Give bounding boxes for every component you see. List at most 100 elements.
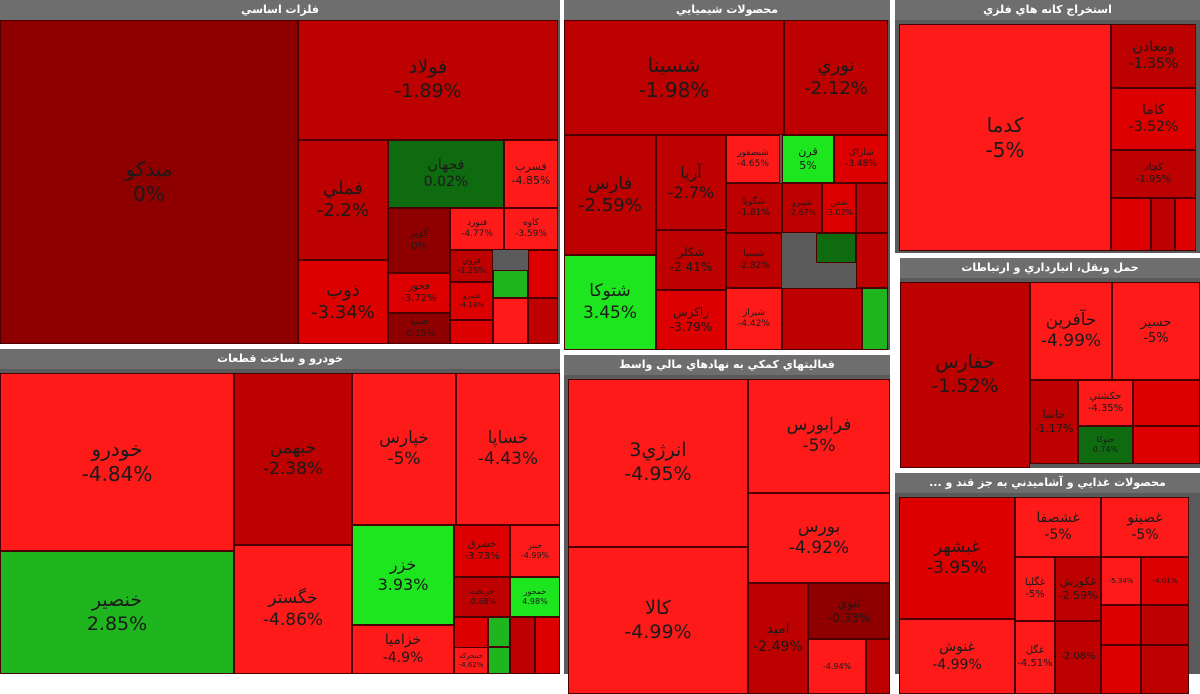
stock-tile[interactable]: کدما -5% <box>899 24 1111 251</box>
stock-tile[interactable]: غصينو -5% <box>1101 497 1189 557</box>
stock-tile[interactable]: خگستر -4.86% <box>234 545 352 674</box>
stock-tile[interactable]: نوري -2.12% <box>784 20 888 135</box>
stock-tile[interactable]: فروي -1.25% <box>450 250 493 282</box>
stock-tile[interactable]: فسپا -0.15% <box>388 313 450 344</box>
stock-change: -3.02% <box>824 208 854 217</box>
stock-tile[interactable]: غگل -4.51% <box>1015 621 1055 694</box>
stock-tile[interactable]: شگويا -1.81% <box>726 183 782 233</box>
stock-tile[interactable]: غبشهر -3.95% <box>899 497 1015 619</box>
stock-tile[interactable] <box>1101 605 1141 645</box>
stock-tile[interactable]: بورس -4.92% <box>748 493 890 583</box>
stock-tile[interactable]: شاراک -3.48% <box>834 135 888 183</box>
stock-tile[interactable]: اميد -2.49% <box>748 583 808 694</box>
stock-symbol: فارس <box>587 172 633 194</box>
stock-change: -4.86% <box>262 609 324 630</box>
stock-tile[interactable] <box>528 250 558 298</box>
stock-tile[interactable]: انرژي3 -4.95% <box>568 379 748 547</box>
stock-tile[interactable]: خمحور 4.98% <box>510 577 560 617</box>
stock-tile[interactable]: -5.34% <box>1101 557 1141 605</box>
stock-tile[interactable]: ميدکو 0% <box>0 20 298 344</box>
stock-tile[interactable]: فارس -2.59% <box>564 135 656 255</box>
stock-tile[interactable]: فسرو -4.18% <box>450 282 493 320</box>
stock-tile[interactable]: راکرس -3.79% <box>656 290 726 350</box>
stock-change: -4.35% <box>1087 403 1124 414</box>
stock-tile[interactable]: خزاميا -4.9% <box>352 625 454 674</box>
stock-tile[interactable] <box>493 270 528 298</box>
stock-tile[interactable]: غشصفا -5% <box>1015 497 1101 557</box>
stock-tile[interactable]: خبهمن -2.38% <box>234 373 352 545</box>
stock-tile[interactable] <box>1175 198 1196 251</box>
stock-tile[interactable]: شفن -3.02% <box>822 183 856 233</box>
stock-tile[interactable]: کالا -4.99% <box>568 547 748 694</box>
stock-tile[interactable]: کچاد -1.95% <box>1111 150 1196 198</box>
stock-tile[interactable]: -4.94% <box>808 639 866 694</box>
stock-change: -5% <box>1025 589 1045 600</box>
stock-tile[interactable]: خشرق -3.73% <box>454 525 510 577</box>
stock-tile[interactable]: شسپا -2.82% <box>726 233 782 288</box>
stock-tile[interactable]: حسير -5% <box>1112 282 1200 380</box>
stock-tile[interactable]: شيراز -4.42% <box>726 288 782 350</box>
stock-tile[interactable]: فسرب -4.85% <box>504 140 558 208</box>
stock-tile[interactable]: آريا -2.7% <box>656 135 726 230</box>
stock-symbol: غگل <box>1025 645 1045 656</box>
stock-tile[interactable] <box>856 233 888 288</box>
stock-tile[interactable] <box>1111 198 1151 251</box>
stock-tile[interactable] <box>862 288 888 350</box>
stock-tile[interactable] <box>816 233 856 263</box>
stock-tile[interactable]: فنورد -4.77% <box>450 208 504 250</box>
stock-tile[interactable] <box>1101 645 1141 694</box>
stock-tile[interactable]: حکشتي -4.35% <box>1078 380 1133 426</box>
stock-tile[interactable]: خنصير 2.85% <box>0 551 234 674</box>
stock-tile[interactable]: شکلر -2.41% <box>656 230 726 290</box>
stock-tile[interactable]: حفارس -1.52% <box>900 282 1030 468</box>
stock-tile[interactable]: شسينا -1.98% <box>564 20 784 135</box>
stock-tile[interactable] <box>782 288 862 350</box>
stock-tile[interactable]: خزر 3.93% <box>352 525 454 625</box>
stock-tile[interactable]: کاوه -3.59% <box>504 208 558 250</box>
stock-tile[interactable] <box>488 617 510 647</box>
stock-tile[interactable] <box>488 647 510 674</box>
stock-tile[interactable]: خودرو -4.84% <box>0 373 234 551</box>
stock-tile[interactable]: -4.01% <box>1141 557 1189 605</box>
stock-tile[interactable]: شيصفور -4.65% <box>726 135 780 183</box>
stock-tile[interactable]: خمحرکه -4.62% <box>454 647 488 674</box>
stock-tile[interactable]: قرن 5% <box>782 135 834 183</box>
stock-tile[interactable]: حتوکا 0.74% <box>1078 426 1133 464</box>
stock-tile[interactable] <box>856 183 888 233</box>
stock-tile[interactable]: شتوکا 3.45% <box>564 255 656 350</box>
stock-tile[interactable] <box>528 298 558 344</box>
stock-tile[interactable] <box>535 617 560 674</box>
stock-tile[interactable]: غکورش -2.59% <box>1055 557 1101 621</box>
stock-tile[interactable]: خريخت -0.68% <box>454 577 510 617</box>
stock-tile[interactable]: خساپا -4.43% <box>456 373 560 525</box>
stock-tile[interactable] <box>1133 380 1200 426</box>
stock-tile[interactable] <box>1141 605 1189 645</box>
stock-tile[interactable]: فخوز -3.72% <box>388 273 450 313</box>
stock-tile[interactable] <box>866 639 890 694</box>
stock-tile[interactable]: خبنر -4.99% <box>510 525 560 577</box>
stock-tile[interactable] <box>510 617 535 674</box>
stock-tile[interactable]: فولاد -1.89% <box>298 20 558 140</box>
stock-tile[interactable] <box>1151 198 1175 251</box>
stock-tile[interactable] <box>493 298 528 344</box>
stock-tile[interactable]: کوير 0% <box>388 208 450 273</box>
stock-tile[interactable]: غنوش -4.99% <box>899 619 1015 694</box>
stock-tile[interactable]: کاما -3.52% <box>1111 88 1196 150</box>
stock-tile[interactable]: شپترو -2.67% <box>782 183 822 233</box>
stock-tile[interactable]: غگلپا -5% <box>1015 557 1055 621</box>
stock-tile[interactable]: حاسا -1.17% <box>1030 380 1078 464</box>
stock-tile[interactable]: -2.08% <box>1055 621 1101 694</box>
stock-tile[interactable] <box>450 320 493 344</box>
stock-tile[interactable] <box>1133 426 1200 464</box>
stock-change: -5% <box>1143 331 1169 346</box>
stock-tile[interactable]: فرابورس -5% <box>748 379 890 493</box>
stock-change: -1.17% <box>1034 422 1074 435</box>
stock-tile[interactable]: فجهان 0.02% <box>388 140 504 208</box>
stock-tile[interactable]: حآفرين -4.99% <box>1030 282 1112 380</box>
stock-tile[interactable]: فملي -2.2% <box>298 140 388 260</box>
stock-tile[interactable] <box>1141 645 1189 694</box>
stock-tile[interactable]: ثنوي -0.33% <box>808 583 890 639</box>
stock-tile[interactable]: خپارس -5% <box>352 373 456 525</box>
stock-tile[interactable]: ومعادن -1.35% <box>1111 24 1196 88</box>
stock-tile[interactable]: ذوب -3.34% <box>298 260 388 344</box>
